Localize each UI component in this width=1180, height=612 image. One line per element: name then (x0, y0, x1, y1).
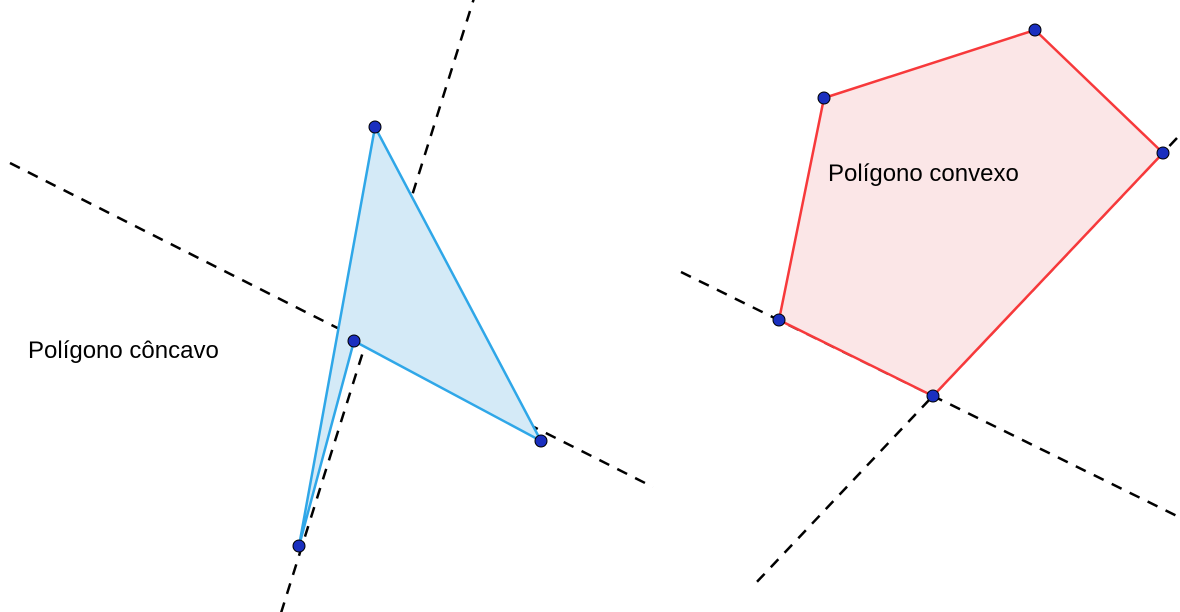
polygon-vertex (535, 435, 547, 447)
polygon-vertex (1157, 147, 1169, 159)
concave-polygon (299, 127, 541, 546)
concave-dashed-lines (10, 0, 653, 612)
concave-polygon-group (10, 0, 653, 612)
convex-polygon (779, 30, 1163, 396)
convex-polygon-group (681, 24, 1177, 585)
diagram-canvas (0, 0, 1180, 612)
polygon-vertex (1029, 24, 1041, 36)
concave-label: Polígono côncavo (28, 337, 219, 365)
polygon-vertex (773, 314, 785, 326)
convex-label: Polígono convexo (828, 160, 1019, 188)
polygon-vertex (818, 92, 830, 104)
dashed-construction-line (10, 163, 653, 487)
polygon-vertex (369, 121, 381, 133)
polygon-vertex (348, 335, 360, 347)
polygon-vertex (293, 540, 305, 552)
polygon-vertex (927, 390, 939, 402)
